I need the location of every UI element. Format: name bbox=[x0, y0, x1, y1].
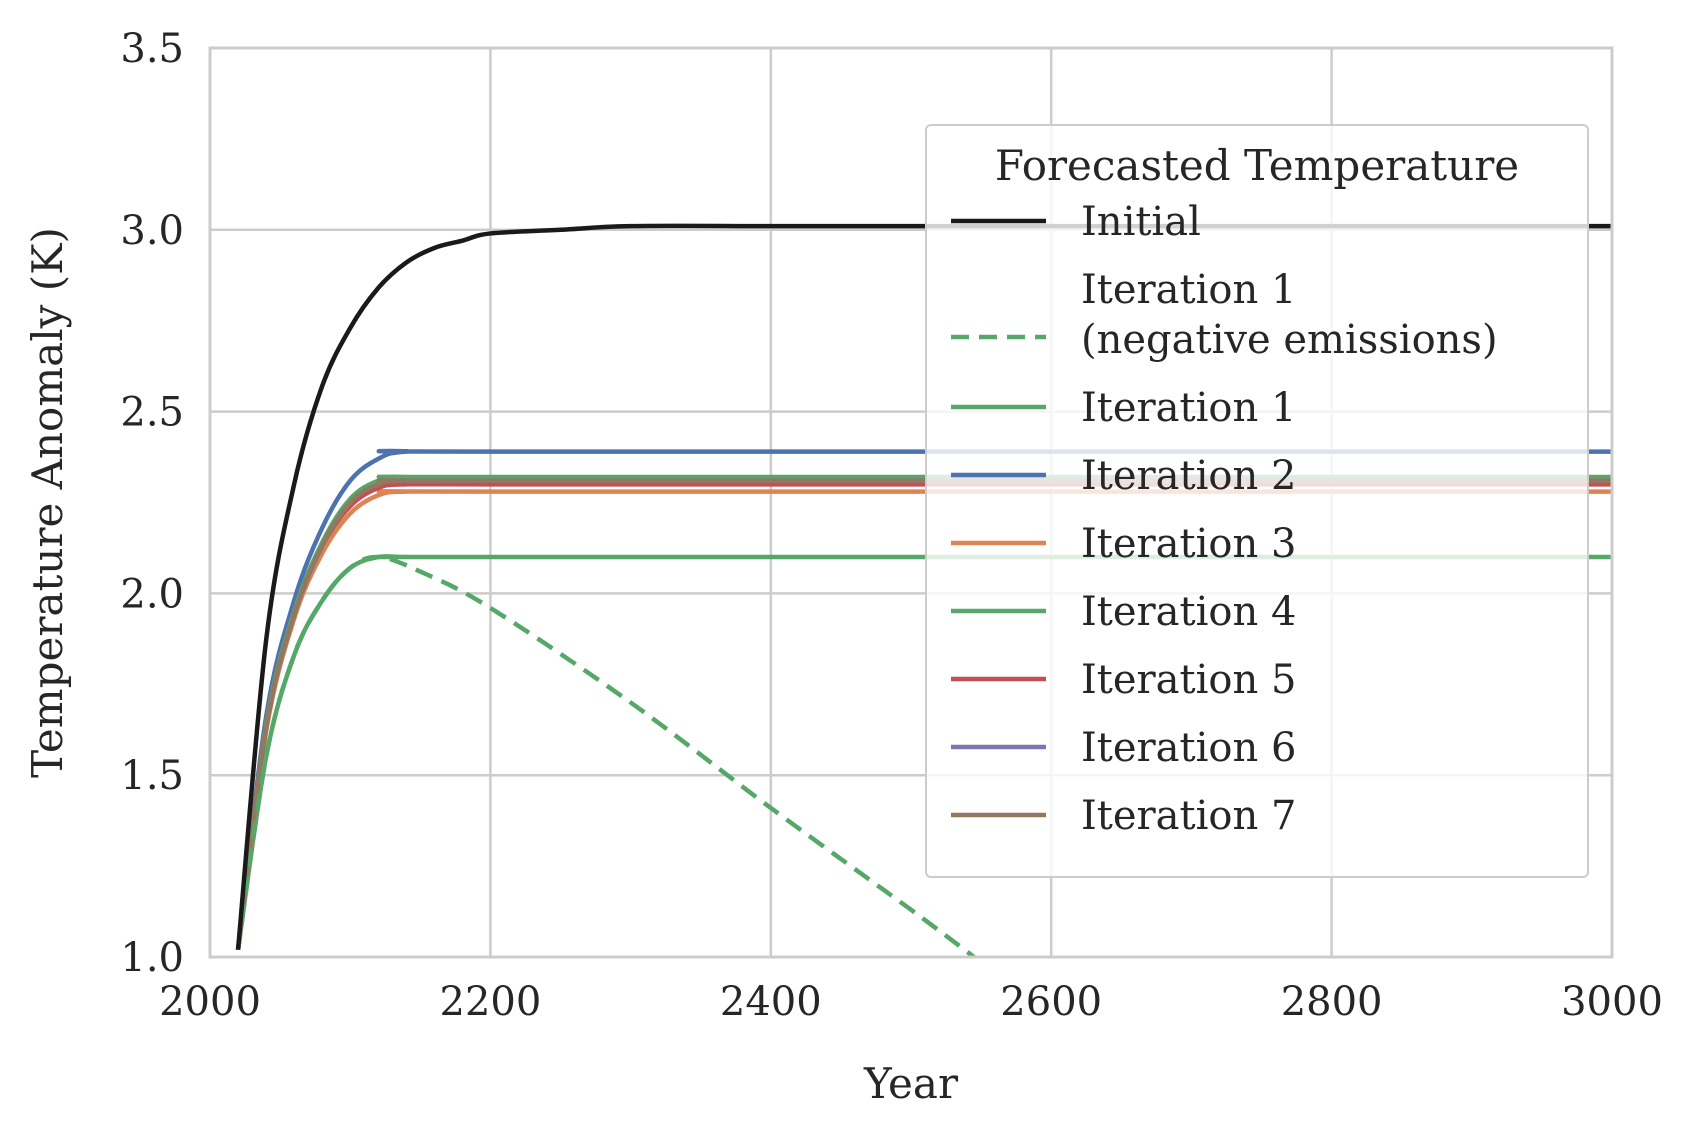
y-tick-labels: 1.0 1.5 2.0 2.5 3.0 3.5 bbox=[120, 26, 184, 981]
x-tick-label: 2000 bbox=[159, 979, 261, 1025]
legend-label: Iteration 2 bbox=[1081, 453, 1296, 499]
legend-label: Iteration 6 bbox=[1081, 725, 1296, 771]
legend-label: Iteration 3 bbox=[1081, 521, 1296, 567]
y-tick-label: 1.0 bbox=[120, 935, 184, 981]
y-tick-label: 1.5 bbox=[120, 753, 184, 799]
series-line bbox=[235, 554, 976, 959]
x-axis-label: Year bbox=[863, 1059, 959, 1108]
x-tick-label: 3000 bbox=[1561, 979, 1663, 1025]
plot-frame bbox=[208, 46, 1614, 959]
y-tick-label: 3.5 bbox=[120, 26, 184, 72]
legend-label: Iteration 7 bbox=[1081, 793, 1296, 839]
x-tick-label: 2400 bbox=[720, 979, 822, 1025]
y-tick-label: 2.5 bbox=[120, 390, 184, 436]
series-lines bbox=[235, 223, 1612, 959]
x-tick-label: 2200 bbox=[440, 979, 542, 1025]
legend-title: Forecasted Temperature bbox=[995, 141, 1519, 190]
legend-items: Initial Iteration 1 (negative emissions) It… bbox=[951, 199, 1498, 839]
y-tick-label: 2.0 bbox=[120, 571, 184, 617]
legend-label: Initial bbox=[1081, 199, 1201, 245]
series-line bbox=[235, 478, 1612, 951]
legend-label: Iteration 5 bbox=[1081, 657, 1296, 703]
legend-label: Iteration 1 bbox=[1081, 385, 1296, 431]
legend-label: Iteration 1 (negative emissions) bbox=[1081, 267, 1498, 363]
y-tick-label: 3.0 bbox=[120, 208, 184, 254]
x-tick-label: 2600 bbox=[1000, 979, 1102, 1025]
x-tick-label: 2800 bbox=[1281, 979, 1383, 1025]
y-axis-label: Temperature Anomaly (K) bbox=[23, 227, 72, 778]
legend: Forecasted Temperature Initial Iteration … bbox=[925, 124, 1589, 878]
legend-box bbox=[925, 124, 1589, 878]
legend-label: Iteration 4 bbox=[1081, 589, 1296, 635]
x-tick-labels: 2000 2200 2400 2600 2800 3000 bbox=[159, 979, 1663, 1025]
